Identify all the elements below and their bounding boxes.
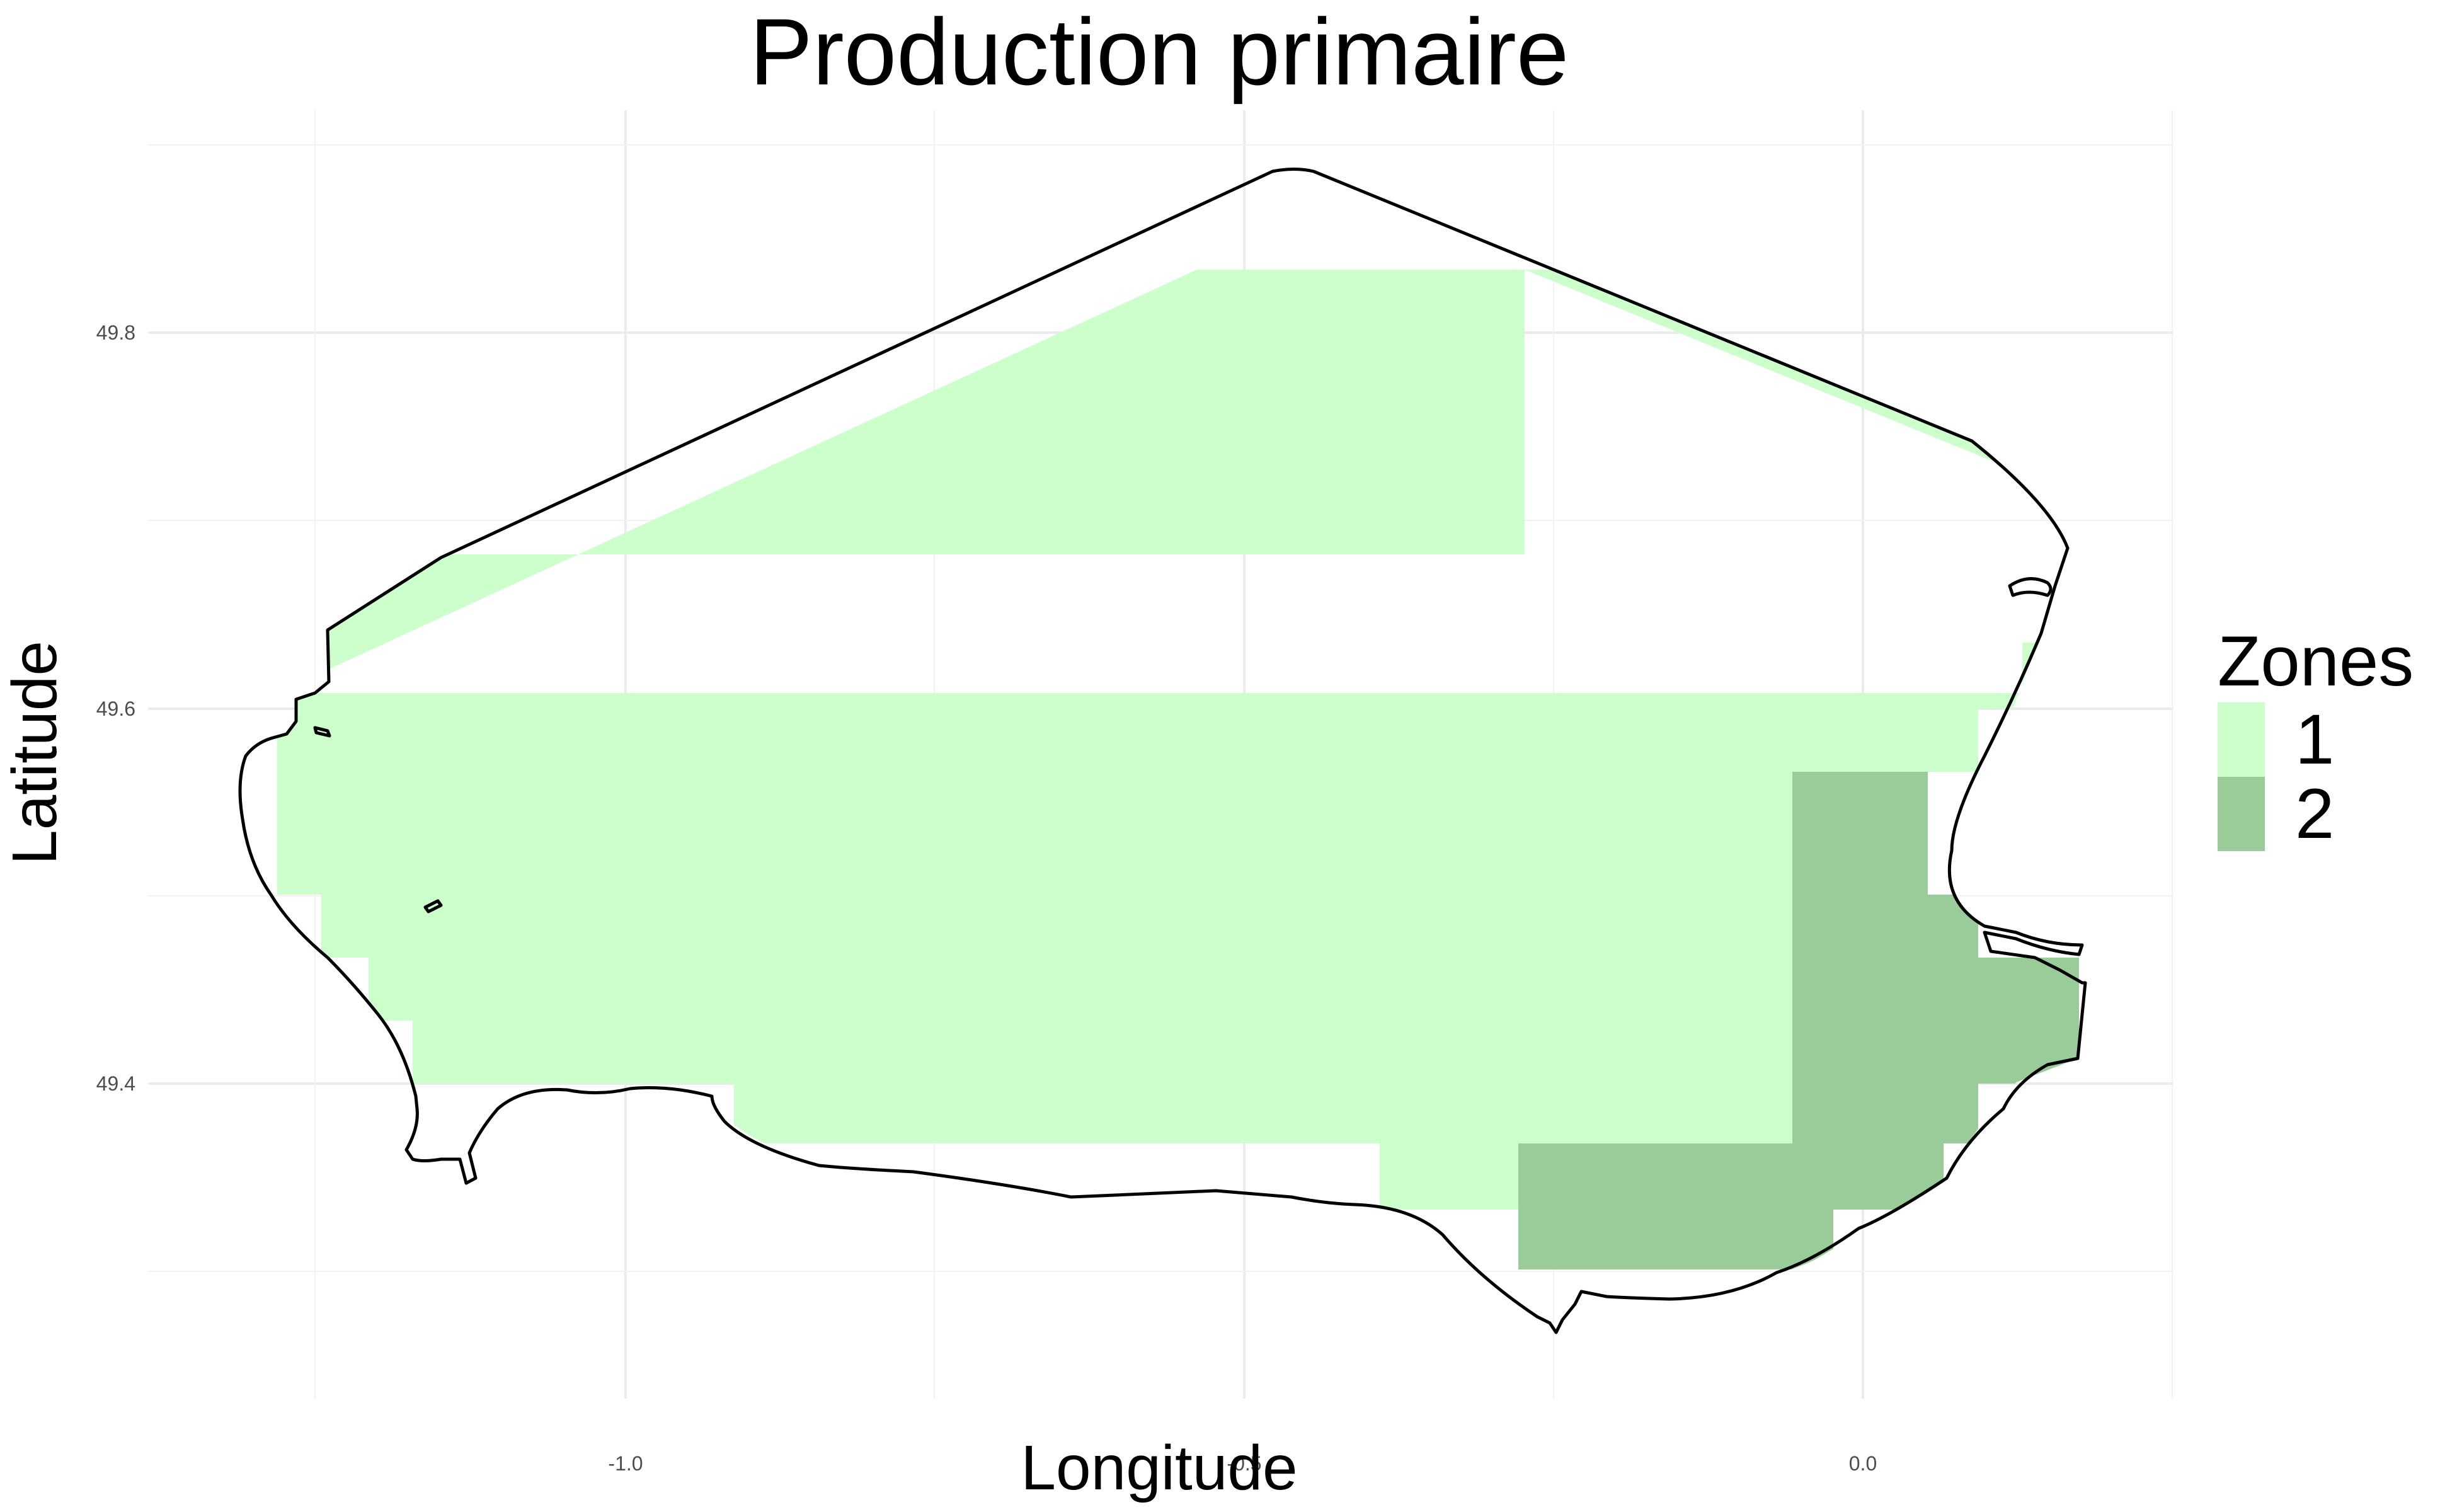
y-tick-label: 49.4 bbox=[96, 1072, 135, 1095]
legend-label-zone-1: 1 bbox=[2295, 700, 2335, 779]
y-tick-label: 49.6 bbox=[96, 697, 135, 720]
x-tick-label: -0.5 bbox=[1227, 1452, 1262, 1475]
island-small-2 bbox=[313, 726, 331, 738]
coast-outline bbox=[238, 168, 2087, 1334]
legend-swatch-zone-2 bbox=[2218, 777, 2265, 851]
legend-item-zone-2: 2 bbox=[2218, 777, 2414, 851]
island-small-3 bbox=[423, 899, 443, 914]
legend-swatch-zone-1 bbox=[2218, 702, 2265, 777]
x-tick-label: 0.0 bbox=[1848, 1452, 1877, 1475]
island-small-1 bbox=[2008, 577, 2053, 597]
legend-label-zone-2: 2 bbox=[2295, 774, 2335, 853]
zone-2-area bbox=[1518, 772, 2079, 1269]
x-tick-label: -1.0 bbox=[608, 1452, 643, 1475]
zone-fills bbox=[277, 270, 2079, 1269]
coastline bbox=[238, 168, 2087, 1334]
x-axis-label: Longitude bbox=[1021, 1433, 1298, 1503]
y-axis-label: Latitude bbox=[0, 641, 70, 865]
zone-1-area bbox=[277, 270, 2066, 1269]
legend-title: Zones bbox=[2218, 622, 2414, 701]
legend-item-zone-1: 1 bbox=[2218, 702, 2414, 777]
legend: Zones 1 2 bbox=[2218, 621, 2414, 851]
chart-title: Production primaire bbox=[749, 0, 1569, 105]
y-tick-label: 49.8 bbox=[96, 321, 135, 344]
